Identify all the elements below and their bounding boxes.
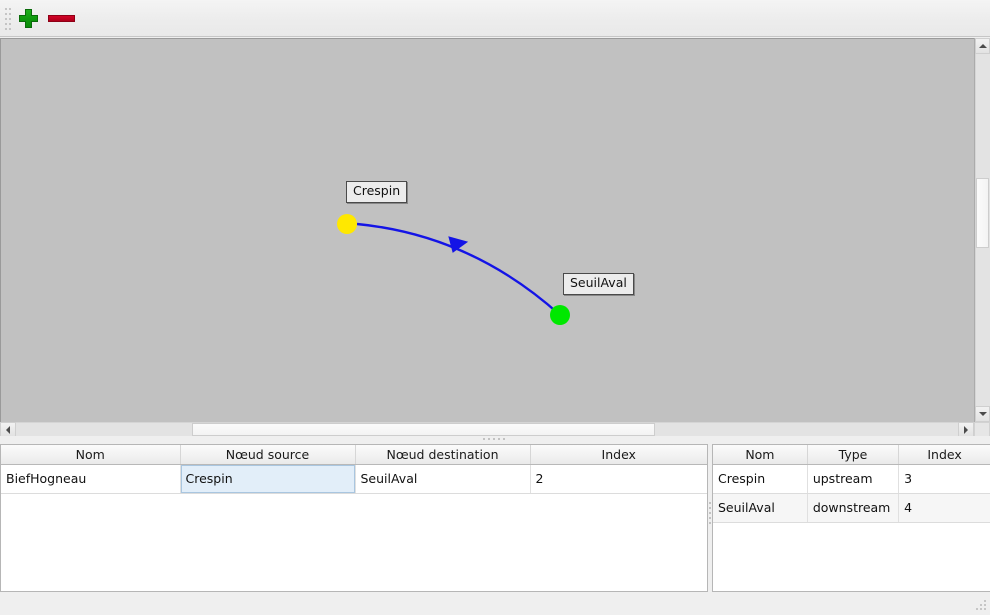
horizontal-splitter[interactable] [0, 436, 990, 444]
table-header-row: Nom Nœud source Nœud destination Index [1, 445, 707, 465]
add-button[interactable] [13, 3, 44, 34]
chevron-down-icon [978, 412, 987, 416]
table-header-row: Nom Type Index [713, 445, 990, 465]
cell-index[interactable]: 3 [898, 464, 990, 494]
scroll-down-button[interactable] [975, 406, 990, 422]
graph-node-label-seuilaval[interactable]: SeuilAval [563, 273, 634, 295]
nodes-table-panel[interactable]: Nom Type Index Crespin upstream 3 SeuilA… [712, 444, 990, 592]
column-header-type[interactable]: Type [807, 445, 900, 465]
cell-nom[interactable]: BiefHogneau [1, 464, 181, 494]
status-bar [0, 593, 990, 615]
graph-view: Crespin SeuilAval [0, 38, 990, 438]
toolbar [0, 0, 990, 37]
plus-icon [13, 9, 44, 37]
nodes-table[interactable]: Nom Type Index Crespin upstream 3 SeuilA… [713, 445, 990, 523]
splitter-grip [483, 438, 507, 441]
vscroll-thumb[interactable] [976, 178, 989, 248]
reaches-table-panel[interactable]: Nom Nœud source Nœud destination Index B… [0, 444, 708, 592]
reaches-table[interactable]: Nom Nœud source Nœud destination Index B… [1, 445, 707, 494]
chevron-left-icon [6, 425, 10, 434]
column-header-noeud-source[interactable]: Nœud source [180, 445, 356, 465]
cell-index[interactable]: 4 [898, 493, 990, 523]
cell-nom[interactable]: Crespin [713, 464, 808, 494]
cell-noeud-source[interactable]: Crespin [180, 464, 356, 494]
graph-node-seuilaval[interactable] [550, 305, 570, 325]
scroll-right-button[interactable] [958, 422, 974, 437]
cell-index[interactable]: 2 [530, 464, 707, 494]
cell-type[interactable]: downstream [807, 493, 900, 523]
splitter-grip [709, 502, 712, 528]
column-header-noeud-destination[interactable]: Nœud destination [355, 445, 531, 465]
table-row[interactable]: BiefHogneau Crespin SeuilAval 2 [1, 464, 707, 494]
column-header-index[interactable]: Index [898, 445, 990, 465]
remove-button[interactable] [46, 3, 77, 34]
graph-node-crespin[interactable] [337, 214, 357, 234]
cell-noeud-destination[interactable]: SeuilAval [355, 464, 531, 494]
column-header-nom[interactable]: Nom [713, 445, 808, 465]
canvas-horizontal-scrollbar[interactable] [0, 422, 974, 438]
column-header-index[interactable]: Index [530, 445, 707, 465]
resize-grip[interactable] [975, 600, 988, 613]
table-row[interactable]: SeuilAval downstream 4 [713, 493, 990, 523]
graph-drawing [337, 214, 570, 325]
canvas-vertical-scrollbar[interactable] [974, 38, 990, 422]
minus-icon [46, 15, 77, 37]
edge-arrowhead-icon [448, 236, 469, 253]
edge-crespin-seuilaval [356, 222, 561, 316]
vertical-splitter[interactable] [708, 444, 712, 592]
tables-area: Nom Nœud source Nœud destination Index B… [0, 444, 990, 592]
chevron-right-icon [964, 425, 968, 434]
chevron-up-icon [978, 44, 987, 48]
column-header-nom[interactable]: Nom [1, 445, 181, 465]
cell-type[interactable]: upstream [807, 464, 900, 494]
table-row[interactable]: Crespin upstream 3 [713, 464, 990, 494]
scroll-up-button[interactable] [975, 38, 990, 54]
cell-nom[interactable]: SeuilAval [713, 493, 808, 523]
graph-canvas[interactable]: Crespin SeuilAval [0, 38, 974, 422]
scroll-left-button[interactable] [0, 422, 16, 437]
toolbar-drag-handle[interactable] [5, 8, 11, 30]
graph-node-label-crespin[interactable]: Crespin [346, 181, 408, 203]
hscroll-thumb[interactable] [192, 423, 655, 436]
